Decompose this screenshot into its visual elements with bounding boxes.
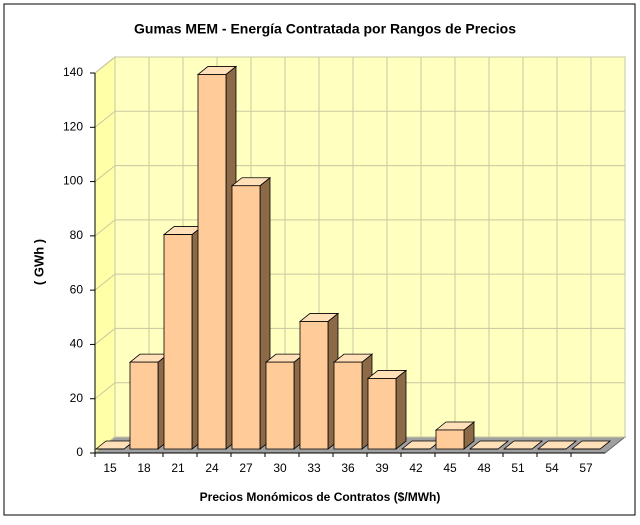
y-tick-label: 60 — [70, 282, 84, 296]
y-tick-label: 80 — [70, 228, 84, 242]
x-tick-label: 42 — [409, 461, 423, 475]
bar-front — [129, 361, 159, 450]
y-tick-label: 0 — [76, 445, 83, 459]
grid-line — [94, 110, 625, 128]
x-tick-label: 33 — [307, 461, 321, 475]
y-tick-label: 40 — [70, 337, 84, 351]
grid-line — [94, 382, 625, 400]
bar-front — [299, 321, 329, 450]
x-tick-label: 18 — [137, 461, 151, 475]
x-tick-label: 39 — [375, 461, 389, 475]
y-tick-label: 100 — [63, 174, 83, 188]
grid-line — [94, 56, 625, 74]
grid-line — [94, 327, 625, 345]
bar — [366, 369, 408, 450]
bar — [298, 312, 340, 450]
grid-line — [94, 219, 625, 237]
bar — [264, 353, 306, 450]
x-tick-label: 15 — [103, 461, 117, 475]
x-tick-label: 57 — [579, 461, 593, 475]
grid-line — [94, 165, 625, 182]
bar — [434, 421, 476, 450]
bar-front — [231, 185, 261, 450]
chart-title: Gumas MEM - Energía Contratada por Rango… — [134, 21, 516, 37]
side-wall — [94, 55, 116, 455]
bar-front — [163, 234, 193, 450]
bar — [128, 353, 170, 450]
bar-front — [333, 361, 363, 450]
plot: 0 20 40 60 80 100 120 140 15 18 21 24 27 30 33 36 39 42 45… — [63, 55, 627, 475]
x-tick-label: 30 — [273, 461, 287, 475]
bar — [230, 176, 272, 450]
bar-front — [435, 429, 465, 450]
x-tick-label: 48 — [477, 461, 491, 475]
bar-front — [197, 74, 227, 450]
x-tick-label: 24 — [205, 461, 219, 475]
y-tick-label: 140 — [63, 65, 83, 79]
bar — [162, 225, 204, 450]
grid-line — [94, 273, 625, 291]
x-tick-label: 21 — [171, 461, 185, 475]
x-tick-label: 54 — [545, 461, 559, 475]
y-tick-label: 20 — [70, 391, 84, 405]
bar — [332, 353, 374, 450]
x-tick-label: 36 — [341, 461, 355, 475]
bar — [570, 440, 612, 450]
bar-side — [395, 369, 407, 450]
x-tick-label: 45 — [443, 461, 457, 475]
bar-front — [265, 361, 295, 450]
bar — [468, 440, 510, 450]
x-axis-label: Precios Monómicos de Contratos ($/MWh) — [200, 490, 441, 504]
bar — [502, 440, 544, 450]
bar-front — [367, 378, 397, 450]
bar — [536, 440, 578, 450]
bar — [196, 65, 238, 450]
x-tick-label: 27 — [239, 461, 253, 475]
y-axis-label: ( GWh ) — [31, 239, 46, 285]
x-tick-label: 51 — [511, 461, 525, 475]
y-tick-label: 120 — [63, 119, 83, 133]
